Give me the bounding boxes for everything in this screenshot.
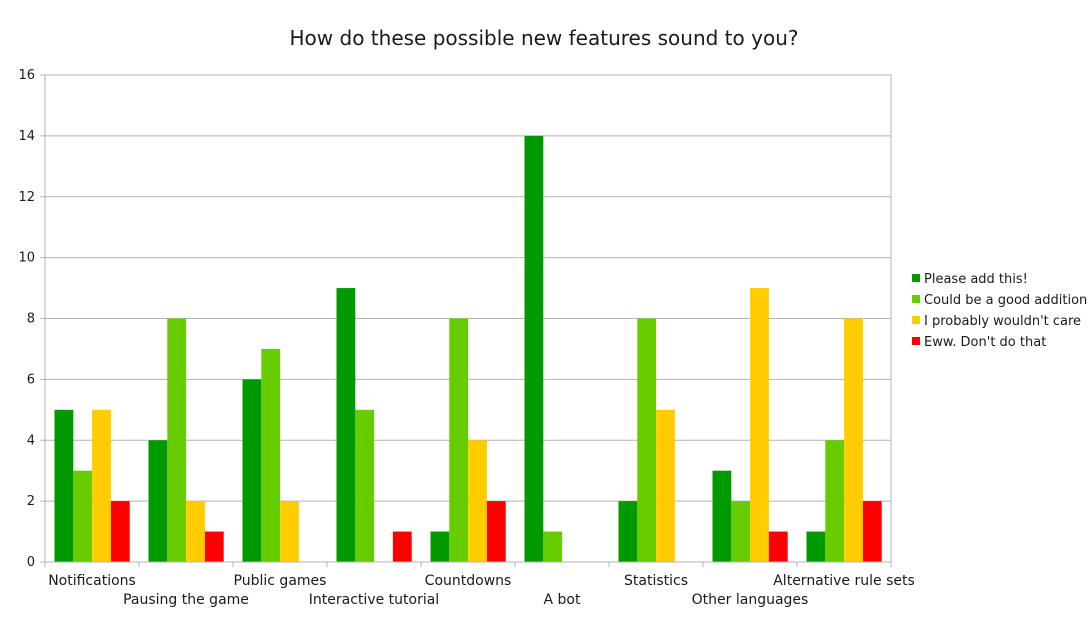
x-category-label: Notifications (48, 573, 136, 589)
y-tick-label: 8 (27, 312, 35, 327)
legend-swatch (912, 295, 920, 303)
bar (844, 318, 863, 562)
legend-swatch (912, 274, 920, 282)
bar (486, 501, 506, 562)
bar (92, 409, 111, 562)
bar (543, 531, 563, 562)
plot-frame (44, 74, 892, 563)
bar (148, 440, 168, 562)
axes (44, 74, 892, 567)
y-tick-label: 10 (18, 251, 35, 266)
bar (186, 501, 205, 562)
bar (750, 288, 769, 562)
x-category-label: Other languages (692, 592, 809, 608)
legend-swatch (912, 337, 920, 345)
legend-label: Please add this! (924, 272, 1028, 287)
category-labels: Notifications Pausing the game Public game… (48, 573, 915, 608)
x-category-label: Pausing the game (123, 592, 249, 608)
x-category-label: Statistics (624, 573, 688, 589)
x-category-label: Countdowns (425, 573, 512, 589)
legend-label: I probably wouldn't care (924, 314, 1081, 329)
bar (336, 288, 356, 562)
bar (731, 501, 751, 562)
bar (280, 501, 299, 562)
y-tick-label: 14 (18, 129, 35, 144)
legend: Please add this! Could be a good addition… (912, 272, 1087, 350)
bar (825, 440, 845, 562)
y-tick-label: 12 (18, 190, 35, 205)
x-category-label: Public games (234, 573, 327, 589)
bar (449, 318, 469, 562)
y-tick-label: 16 (18, 68, 35, 83)
bar (167, 318, 187, 562)
y-tick-labels: 0 2 4 6 8 10 12 14 16 (18, 68, 35, 570)
chart-title: How do these possible new features sound… (290, 26, 799, 50)
bar (73, 470, 93, 562)
legend-swatch (912, 316, 920, 324)
bars (54, 135, 882, 562)
bar (768, 531, 788, 562)
bar (524, 135, 544, 562)
legend-label: Eww. Don't do that (924, 335, 1046, 350)
y-tick-label: 4 (27, 433, 35, 448)
bar (392, 531, 412, 562)
bar (355, 409, 375, 562)
bar (637, 318, 657, 562)
bar (204, 531, 224, 562)
x-category-label: A bot (544, 592, 581, 608)
bar (806, 531, 826, 562)
y-tick-label: 6 (27, 372, 35, 387)
x-category-label: Alternative rule sets (773, 573, 915, 589)
bar (862, 501, 882, 562)
bar (468, 440, 487, 562)
bar (54, 409, 74, 562)
legend-label: Could be a good addition (924, 293, 1087, 308)
bar (430, 531, 450, 562)
bar (242, 379, 262, 562)
x-category-label: Interactive tutorial (309, 592, 439, 608)
bar (110, 501, 130, 562)
bar (712, 470, 732, 562)
y-tick-label: 2 (27, 494, 35, 509)
bar (261, 348, 281, 562)
y-tick-label: 0 (27, 555, 35, 570)
bar (618, 501, 638, 562)
bar (656, 409, 675, 562)
